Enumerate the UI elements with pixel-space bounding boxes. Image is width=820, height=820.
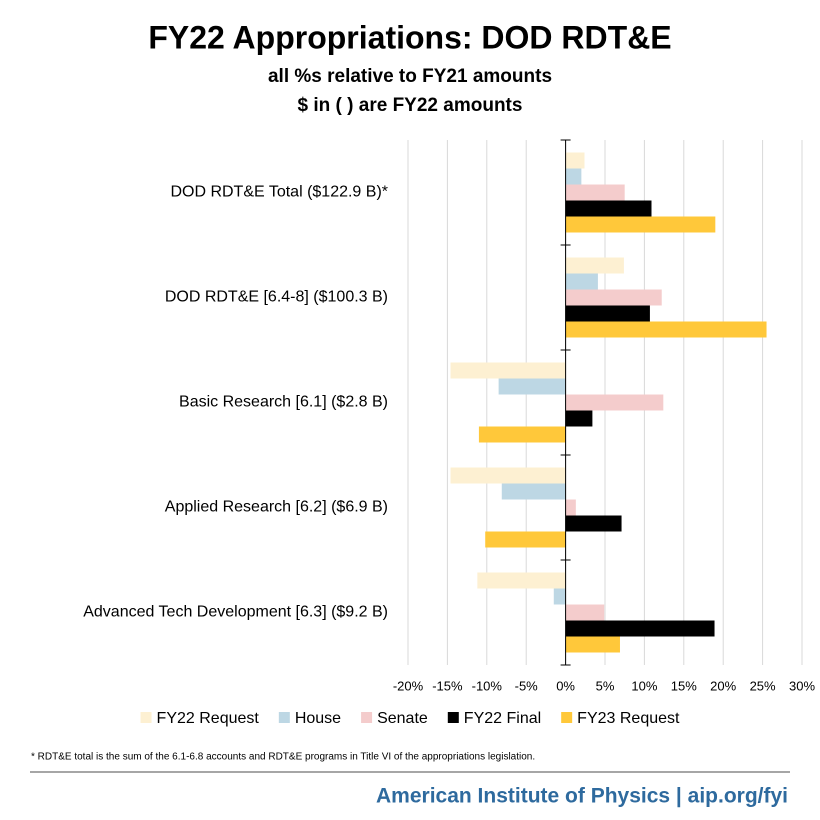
legend-label: FY22 Final (464, 710, 541, 727)
x-tick-label: 25% (750, 678, 776, 693)
bar (565, 636, 620, 653)
x-tick-label: 30% (789, 678, 815, 693)
x-tick-label: -10% (472, 678, 503, 693)
category-label: Basic Research [6.1] ($2.8 B) (179, 394, 388, 411)
bar (565, 604, 605, 621)
bar (565, 216, 716, 233)
bar (485, 531, 566, 548)
legend-label: Senate (377, 710, 428, 727)
category-label: DOD RDT&E Total ($122.9 B)* (170, 184, 388, 201)
bar (565, 515, 622, 532)
x-tick-label: -5% (515, 678, 539, 693)
bar (553, 588, 566, 605)
bar (478, 426, 566, 443)
bar (501, 483, 566, 500)
footnote: * RDT&E total is the sum of the 6.1-6.8 … (31, 752, 535, 763)
bar (565, 200, 652, 217)
category-label: DOD RDT&E [6.4-8] ($100.3 B) (165, 289, 388, 306)
legend-swatch (278, 712, 290, 723)
x-tick-label: 5% (596, 678, 615, 693)
legend-swatch (561, 712, 573, 723)
bar (565, 168, 582, 185)
bar (565, 305, 650, 322)
category-label: Advanced Tech Development [6.3] ($9.2 B) (83, 604, 388, 621)
legend-label: House (295, 710, 341, 727)
x-tick-label: -15% (432, 678, 463, 693)
bar (565, 273, 598, 290)
bar (450, 467, 566, 484)
bar (565, 499, 576, 516)
chart-subtitle: all %s relative to FY21 amounts (268, 66, 552, 87)
bar (565, 410, 593, 427)
bar (565, 289, 662, 306)
bar (565, 184, 625, 201)
bar (565, 321, 767, 338)
x-tick-label: 20% (710, 678, 736, 693)
bar (498, 378, 566, 395)
x-tick-label: 15% (671, 678, 697, 693)
chart-subtitle: $ in ( ) are FY22 amounts (298, 95, 523, 116)
bar (565, 620, 715, 637)
bar (565, 152, 585, 169)
bar (565, 394, 664, 411)
legend-swatch (361, 712, 373, 723)
source: American Institute of Physics | aip.org/… (376, 785, 788, 808)
legend-swatch (447, 712, 459, 723)
bar (565, 257, 624, 274)
chart-title: FY22 Appropriations: DOD RDT&E (148, 19, 671, 55)
category-label: Applied Research [6.2] ($6.9 B) (165, 499, 388, 516)
x-tick-label: 10% (631, 678, 657, 693)
x-tick-label: 0% (556, 678, 575, 693)
legend-label: FY22 Request (157, 710, 260, 727)
legend-label: FY23 Request (577, 710, 680, 727)
bar (477, 572, 566, 589)
legend-swatch (140, 712, 152, 723)
x-tick-label: -20% (393, 678, 424, 693)
bar (450, 362, 566, 379)
